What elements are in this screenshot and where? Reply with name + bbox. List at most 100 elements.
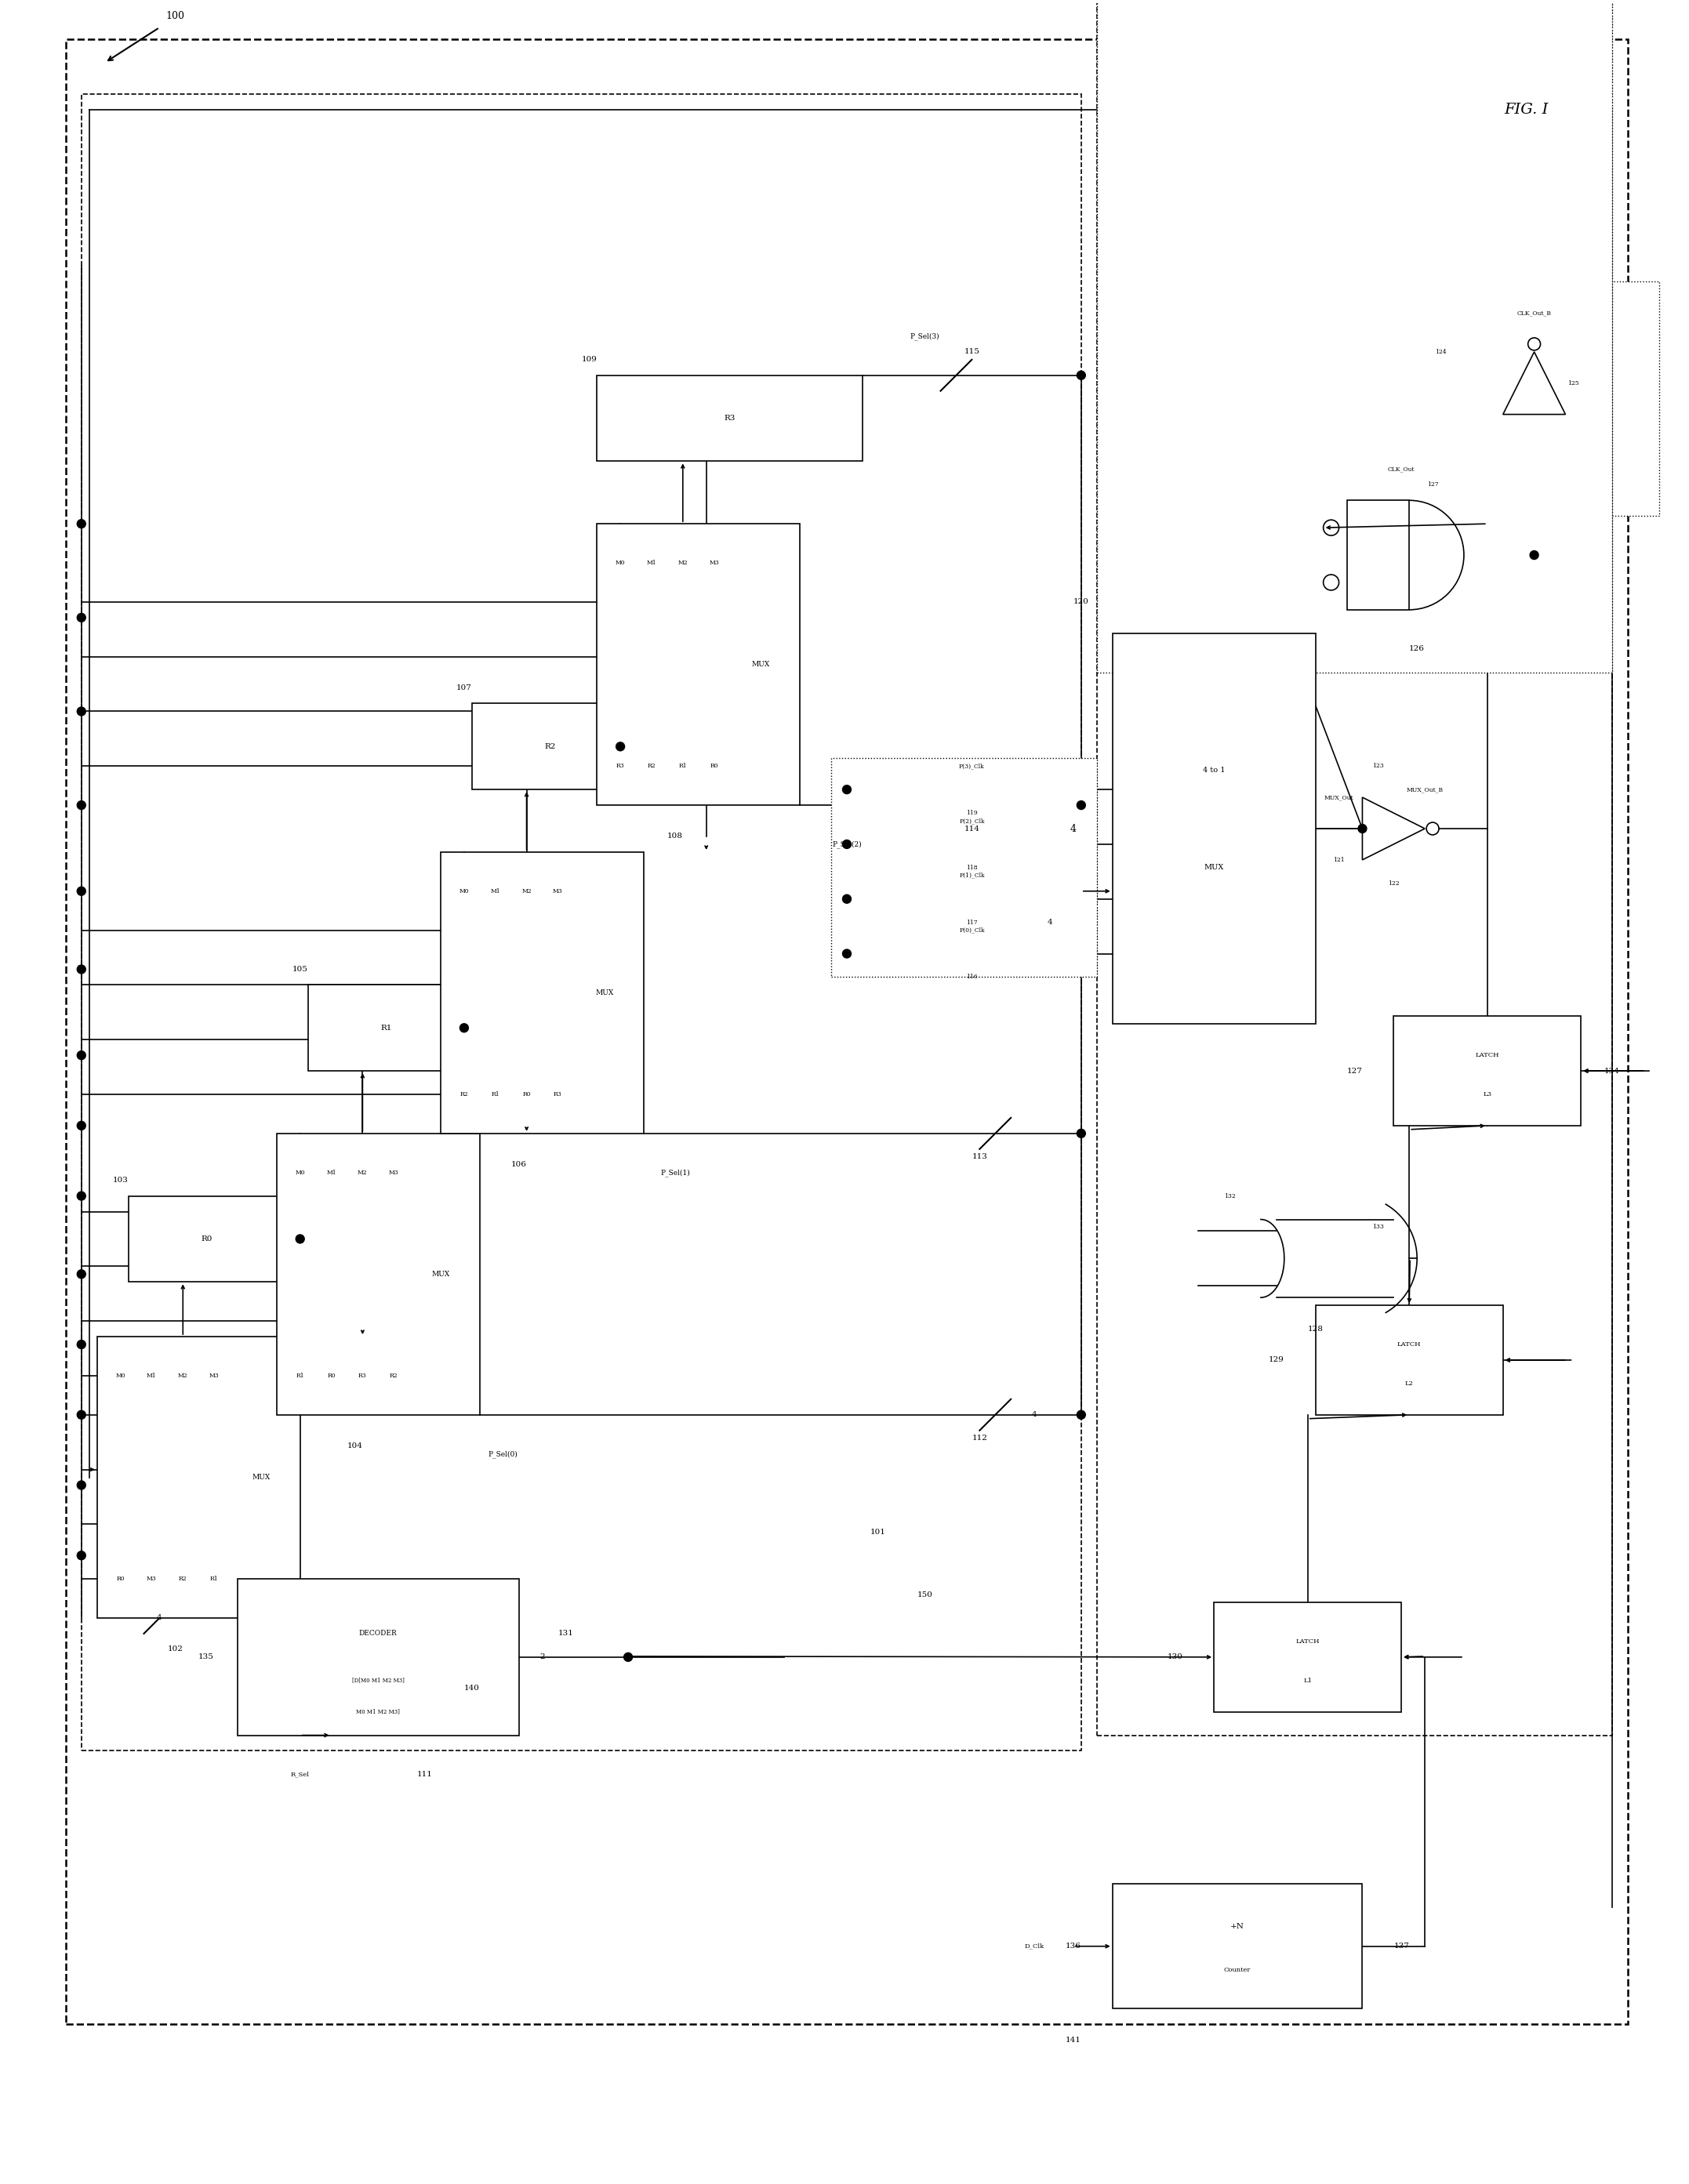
Text: 4: 4 [1047,919,1052,926]
Text: M1: M1 [490,889,500,893]
Text: 150: 150 [917,1590,932,1599]
Bar [596,376,863,461]
Circle shape [78,802,86,810]
Text: P_Sel(0): P_Sel(0) [488,1450,519,1457]
Bar [1456,282,1659,515]
Text: M3: M3 [388,1168,399,1175]
Bar [277,1133,480,1415]
Text: L1: L1 [1304,1677,1312,1684]
Bar [441,852,644,1133]
Text: MUX: MUX [752,662,770,668]
Text: 126: 126 [1409,644,1426,653]
Text: R3: R3 [554,1092,562,1099]
Bar [596,524,801,806]
Text: MUX: MUX [1204,865,1225,871]
Text: R2: R2 [179,1577,187,1581]
Text: 117: 117 [966,919,978,926]
Text: FIG. I: FIG. I [1505,103,1549,116]
Circle shape [1078,1129,1086,1138]
Text: R_Sel: R_Sel [291,1771,309,1778]
Text: M1: M1 [147,1372,157,1378]
Text: 100: 100 [166,11,184,22]
Text: 123: 123 [1371,762,1383,769]
Text: MUX_Out_B: MUX_Out_B [1407,786,1444,793]
Bar [1316,1306,1503,1415]
Text: R1: R1 [679,762,687,769]
Text: M2: M2 [522,889,532,893]
Text: 141: 141 [1066,2035,1081,2044]
Circle shape [1078,802,1086,810]
Bar [128,1197,284,1282]
Text: 2: 2 [539,1653,546,1660]
Text: R0: R0 [709,762,718,769]
Text: DECODER: DECODER [360,1629,397,1638]
Text: M3: M3 [709,559,720,566]
Text: R2: R2 [647,762,655,769]
Text: 109: 109 [581,356,596,363]
Text: 106: 106 [512,1162,527,1168]
Text: 104: 104 [346,1441,363,1450]
Text: M2: M2 [677,559,687,566]
Text: P(2)_Clk: P(2)_Clk [959,817,985,823]
Circle shape [78,965,86,974]
Circle shape [459,1024,468,1033]
Text: P_Sel(2): P_Sel(2) [833,841,861,847]
Text: M0 M1 M2 M3]: M0 M1 M2 M3] [356,1708,400,1714]
Text: 131: 131 [557,1629,574,1638]
Text: LATCH: LATCH [1476,1053,1500,1059]
Text: R2: R2 [544,743,556,749]
Text: 121: 121 [1333,856,1344,863]
Text: LATCH: LATCH [1397,1341,1420,1348]
Text: 122: 122 [1388,880,1400,887]
Circle shape [616,743,625,751]
Text: R3: R3 [616,762,625,769]
Circle shape [78,1192,86,1201]
Text: 102: 102 [167,1647,182,1653]
Circle shape [78,1481,86,1489]
Text: 134: 134 [1605,1068,1620,1075]
Text: MUX: MUX [252,1474,270,1481]
Text: 120: 120 [1074,598,1089,605]
Bar [1393,1016,1581,1125]
Circle shape [623,1653,632,1662]
Text: M0: M0 [459,889,470,893]
Circle shape [843,841,851,850]
Circle shape [78,1411,86,1420]
Text: R0: R0 [201,1236,213,1243]
Text: 128: 128 [1307,1326,1322,1332]
Text: M0: M0 [115,1372,125,1378]
Text: 137: 137 [1393,1944,1409,1950]
Text: R1: R1 [380,1024,392,1031]
Text: CLK_Out_B: CLK_Out_B [1517,310,1552,317]
Text: 129: 129 [1268,1356,1284,1363]
Text: R3: R3 [358,1372,367,1378]
Text: R2: R2 [390,1372,399,1378]
Text: CLK_Out: CLK_Out [1388,465,1415,472]
Text: P(3)_Clk: P(3)_Clk [959,762,985,769]
Text: R1: R1 [296,1372,304,1378]
Text: 108: 108 [667,832,682,841]
Text: MUX: MUX [432,1271,449,1278]
Text: 101: 101 [870,1529,885,1535]
Text: 130: 130 [1167,1653,1182,1660]
Text: 4 to 1: 4 to 1 [1203,767,1225,773]
Bar [1096,0,1613,673]
Bar [471,703,628,791]
Text: 119: 119 [966,810,978,817]
Text: 116: 116 [966,974,978,981]
Circle shape [1530,550,1539,559]
Text: 140: 140 [464,1684,480,1693]
Text: M0: M0 [615,559,625,566]
Circle shape [78,887,86,895]
Text: 135: 135 [199,1653,215,1660]
Text: M2: M2 [177,1372,187,1378]
Text: M3: M3 [552,889,562,893]
Text: 4: 4 [1032,1411,1037,1417]
Text: 127: 127 [1427,483,1439,487]
Text: MUX: MUX [596,989,613,996]
Circle shape [78,708,86,716]
Text: R2: R2 [459,1092,468,1099]
Bar [96,1337,301,1618]
Text: 4: 4 [1071,823,1076,834]
Circle shape [78,1269,86,1278]
